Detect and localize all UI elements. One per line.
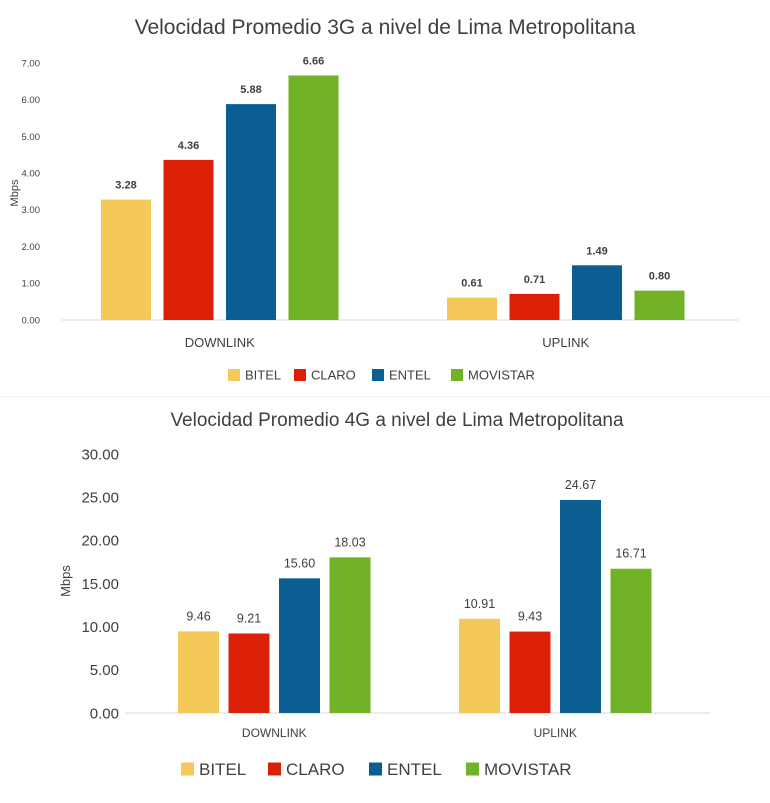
category-label: UPLINK: [534, 726, 577, 740]
chart-4g: Velocidad Promedio 4G a nivel de Lima Me…: [58, 410, 710, 779]
legend-label-claro: CLARO: [311, 368, 356, 383]
data-label: 9.21: [237, 611, 261, 625]
legend-label-entel: ENTEL: [387, 760, 442, 779]
y-tick-label: 6.00: [22, 95, 41, 106]
data-label: 0.61: [461, 278, 482, 290]
bar-entel-uplink: [572, 265, 622, 320]
bar-claro-uplink: [509, 631, 551, 713]
data-label: 10.91: [464, 597, 495, 611]
bar-movistar-uplink: [634, 290, 685, 320]
data-label: 9.43: [518, 610, 542, 624]
y-tick-label: 3.00: [22, 205, 41, 216]
legend-swatch-claro: [294, 369, 306, 381]
bar-entel-uplink: [560, 500, 601, 713]
data-label: 6.66: [303, 55, 324, 67]
y-tick-label: 0.00: [22, 315, 41, 326]
legend-label-claro: CLARO: [286, 760, 345, 779]
y-tick-label: 7.00: [22, 58, 41, 69]
chart-title: Velocidad Promedio 4G a nivel de Lima Me…: [170, 410, 624, 431]
bar-entel-downlink: [226, 104, 276, 321]
legend-swatch-claro: [268, 762, 281, 776]
legend-label-bitel: BITEL: [199, 760, 246, 779]
bar-movistar-uplink: [610, 568, 652, 713]
legend-swatch-movistar: [466, 762, 479, 776]
bar-bitel-downlink: [101, 199, 151, 320]
y-axis-label: Mbps: [58, 565, 73, 597]
legend-swatch-entel: [372, 369, 384, 381]
chart-divider: [0, 396, 770, 397]
y-tick-label: 0.00: [90, 705, 119, 722]
bar-claro-downlink: [228, 633, 270, 713]
chart-4g-panel: Velocidad Promedio 4G a nivel de Lima Me…: [0, 397, 770, 803]
y-tick-label: 20.00: [81, 533, 119, 550]
data-label: 0.80: [649, 271, 670, 283]
category-label: DOWNLINK: [185, 335, 255, 350]
y-axis-label: Mbps: [9, 179, 21, 206]
chart-3g-panel: Velocidad Promedio 3G a nivel de Lima Me…: [0, 0, 770, 397]
legend-label-movistar: MOVISTAR: [484, 760, 572, 779]
bar-bitel-downlink: [178, 631, 219, 713]
data-label: 18.03: [334, 535, 365, 549]
data-label: 16.71: [615, 547, 646, 561]
chart-title: Velocidad Promedio 3G a nivel de Lima Me…: [135, 16, 636, 39]
bar-bitel-uplink: [447, 297, 497, 320]
y-tick-label: 15.00: [81, 576, 119, 593]
y-tick-label: 1.00: [22, 279, 41, 290]
data-label: 9.46: [186, 609, 210, 623]
y-tick-label: 2.00: [22, 242, 41, 253]
y-tick-label: 5.00: [90, 662, 119, 679]
legend-swatch-bitel: [228, 369, 240, 381]
legend-label-entel: ENTEL: [389, 368, 431, 383]
data-label: 3.28: [115, 180, 136, 192]
data-label: 24.67: [565, 478, 596, 492]
bar-movistar-downlink: [288, 75, 339, 321]
category-label: UPLINK: [542, 335, 589, 350]
bar-bitel-uplink: [459, 618, 500, 713]
bar-claro-downlink: [163, 159, 214, 320]
category-label: DOWNLINK: [242, 726, 307, 740]
y-tick-label: 30.00: [81, 446, 119, 463]
bar-movistar-downlink: [329, 557, 371, 713]
data-label: 0.71: [524, 274, 545, 286]
data-label: 4.36: [178, 140, 199, 152]
y-tick-label: 25.00: [81, 489, 119, 506]
y-tick-label: 5.00: [22, 132, 41, 143]
data-label: 1.49: [586, 245, 607, 257]
y-tick-label: 10.00: [81, 619, 119, 636]
legend-swatch-movistar: [451, 369, 463, 381]
chart-3g: Velocidad Promedio 3G a nivel de Lima Me…: [9, 16, 738, 383]
legend-swatch-bitel: [181, 762, 194, 776]
bar-entel-downlink: [279, 578, 320, 713]
legend-label-bitel: BITEL: [245, 368, 281, 383]
data-label: 5.88: [240, 84, 261, 96]
bar-claro-uplink: [509, 293, 560, 320]
y-tick-label: 4.00: [22, 168, 41, 179]
legend-swatch-entel: [369, 762, 382, 776]
data-label: 15.60: [284, 556, 315, 570]
legend-label-movistar: MOVISTAR: [468, 368, 535, 383]
